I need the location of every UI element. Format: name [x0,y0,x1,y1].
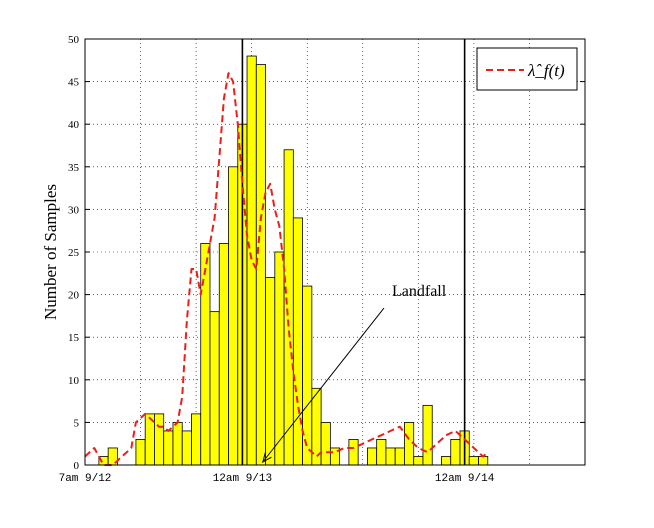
y-tick-label: 5 [74,417,80,429]
histogram-bar [413,456,424,466]
histogram-bar [172,421,183,466]
annotation-landfall: Landfall [262,283,447,464]
histogram-bar [292,217,303,466]
histogram-bar [320,421,331,466]
histogram-bar [228,166,239,466]
histogram-bar [441,456,452,466]
histogram-bar [367,447,378,466]
histogram-bar [200,243,211,466]
y-tick-label: 30 [68,204,80,216]
histogram-bar [422,404,433,466]
series-line-lambda_f [84,72,489,466]
histogram-bar [283,149,294,466]
annotation-arrow [262,307,385,463]
histogram-bar [265,277,276,466]
histogram-bar [191,413,202,466]
histogram-bar [246,55,257,466]
histogram-bar [163,430,174,466]
y-tick-label: 35 [68,162,80,174]
y-axis-label: Number of Samples [41,184,60,320]
marker-lines [241,39,466,465]
annotation-arrowhead [262,452,272,464]
y-tick-label: 40 [68,119,80,131]
histogram-bar [154,413,165,466]
histogram-bar [348,439,359,466]
histogram-bar [478,456,489,466]
annotation-label: Landfall [392,283,447,300]
legend: λ̂_f(t) [476,47,578,91]
y-tick-label: 10 [68,375,80,387]
rate-series [84,72,489,466]
y-tick-label: 0 [74,460,80,472]
histogram-bar [468,456,479,466]
grid [85,39,585,465]
histogram-bar [394,447,405,466]
y-tick-label: 20 [68,290,80,302]
histogram-bar [302,285,313,466]
x-tick-label: 12am 9/13 [213,473,272,485]
histogram-bar [135,439,146,466]
histogram-bar [218,243,229,466]
y-tick-label: 25 [68,247,80,259]
legend-label-lambda: λ̂_f(t) [527,61,565,80]
y-tick-label: 45 [68,77,80,89]
axis-ticks: 0 5 10 15 20 25 30 35 40 45 50 7am 9/12 12am 9/13 12a… [59,34,585,485]
y-tick-label: 50 [68,34,80,46]
y-tick-label: 15 [68,332,80,344]
histogram-bar [450,439,461,466]
x-tick-label: 7am 9/12 [59,473,112,485]
histogram-bar [385,447,396,466]
histogram-bar [209,311,220,466]
histogram-bar [181,430,192,466]
legend-box [476,47,578,91]
histogram-bar [274,251,285,466]
x-tick-label: 12am 9/14 [435,473,495,485]
histogram-bar [376,439,387,466]
histogram-bars [98,55,489,466]
histogram-bar [255,64,266,466]
